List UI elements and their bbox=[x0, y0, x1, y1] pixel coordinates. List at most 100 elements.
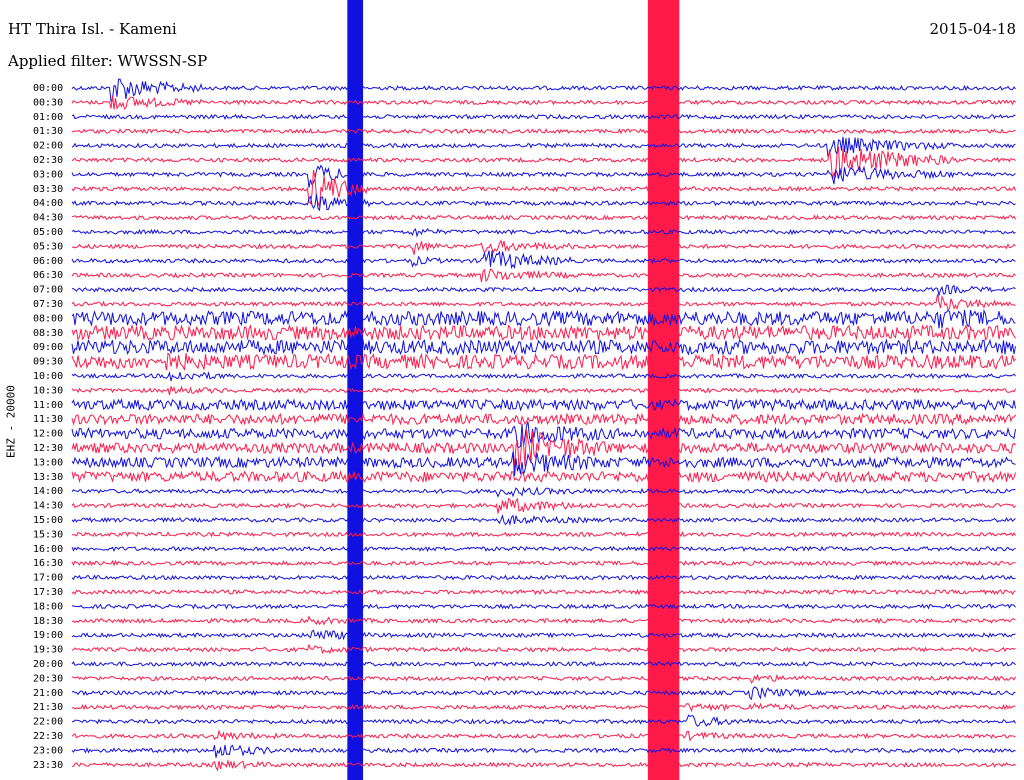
time-tick-label: 05:30 bbox=[33, 241, 63, 252]
trace-row bbox=[71, 136, 1016, 158]
time-tick-label: 09:30 bbox=[33, 357, 63, 368]
filter-label: Applied filter: WWSSN-SP bbox=[8, 52, 208, 70]
time-tick-label: 02:30 bbox=[33, 155, 63, 166]
trace-row bbox=[71, 113, 1016, 120]
trace-row bbox=[71, 545, 1016, 553]
time-tick-label: 10:00 bbox=[33, 371, 63, 382]
trace-row bbox=[71, 744, 1016, 758]
trace-row bbox=[71, 214, 1016, 221]
time-tick-label: 03:00 bbox=[33, 169, 63, 180]
time-tick-label: 12:00 bbox=[33, 429, 63, 440]
trace-row bbox=[71, 385, 1016, 396]
time-tick-label: 17:30 bbox=[33, 587, 63, 598]
trace-row bbox=[71, 308, 1016, 329]
time-tick-label: 23:00 bbox=[33, 745, 63, 756]
time-tick-label: 19:30 bbox=[33, 645, 63, 656]
time-tick-label: 13:00 bbox=[33, 457, 63, 468]
time-tick-label: 04:00 bbox=[33, 198, 63, 209]
trace-row bbox=[71, 227, 1016, 238]
trace-row bbox=[71, 397, 1016, 412]
trace-row bbox=[71, 239, 1016, 255]
trace-row bbox=[71, 169, 1016, 207]
trace-row bbox=[71, 603, 1016, 610]
trace-row bbox=[71, 352, 1016, 371]
trace-row bbox=[71, 128, 1016, 135]
time-tick-label: 14:00 bbox=[33, 486, 63, 497]
trace-row bbox=[71, 164, 1016, 188]
time-tick-label: 23:30 bbox=[33, 760, 63, 771]
time-tick-label: 12:30 bbox=[33, 443, 63, 454]
time-tick-label: 00:00 bbox=[33, 83, 63, 94]
trace-row bbox=[71, 486, 1016, 498]
trace-row bbox=[71, 559, 1016, 567]
time-tick-label: 11:00 bbox=[33, 400, 63, 411]
trace-row bbox=[71, 78, 1016, 103]
trace-row bbox=[72, 702, 1016, 713]
time-tick-label: 22:30 bbox=[33, 731, 63, 742]
trace-row bbox=[71, 673, 1016, 684]
time-tick-label: 18:30 bbox=[33, 616, 63, 627]
time-tick-label: 18:00 bbox=[33, 601, 63, 612]
trace-row bbox=[71, 324, 1016, 342]
time-tick-label: 20:00 bbox=[33, 659, 63, 670]
time-tick-label: 06:30 bbox=[33, 270, 63, 281]
time-tick-label: 07:00 bbox=[33, 285, 63, 296]
time-tick-label: 09:00 bbox=[33, 342, 63, 353]
time-tick-label: 05:00 bbox=[33, 227, 63, 238]
time-tick-label: 04:30 bbox=[33, 213, 63, 224]
trace-row bbox=[71, 629, 1016, 641]
trace-row bbox=[71, 729, 1016, 742]
trace-row bbox=[71, 294, 1016, 311]
trace-row bbox=[71, 421, 1016, 448]
trace-row bbox=[71, 615, 1016, 626]
trace-row bbox=[71, 95, 1016, 110]
time-tick-label: 15:00 bbox=[33, 515, 63, 526]
record-date: 2015-04-18 bbox=[929, 20, 1016, 38]
trace-row bbox=[71, 531, 1016, 538]
time-tick-label: 08:00 bbox=[33, 313, 63, 324]
time-tick-label: 14:30 bbox=[33, 501, 63, 512]
time-tick-label: 11:30 bbox=[33, 414, 63, 425]
trace-row bbox=[71, 714, 1016, 728]
trace-row bbox=[71, 338, 1016, 357]
trace-row bbox=[71, 268, 1016, 283]
trace-row bbox=[71, 497, 1016, 514]
trace-row bbox=[71, 470, 1016, 484]
time-tick-label: 13:30 bbox=[33, 472, 63, 483]
trace-row bbox=[71, 370, 1016, 382]
station-title: HT Thira Isl. - Kameni bbox=[8, 20, 177, 38]
time-tick-label: 00:30 bbox=[33, 97, 63, 108]
time-tick-label: 15:30 bbox=[33, 529, 63, 540]
trace-row bbox=[71, 451, 1016, 476]
time-tick-label: 16:30 bbox=[33, 558, 63, 569]
time-tick-label: 21:00 bbox=[33, 688, 63, 699]
time-tick-label: 01:00 bbox=[33, 112, 63, 123]
time-tick-label: 22:00 bbox=[33, 717, 63, 728]
trace-row bbox=[71, 193, 1016, 212]
trace-row bbox=[71, 574, 1016, 581]
trace-row bbox=[71, 250, 1016, 270]
time-tick-label: 08:30 bbox=[33, 328, 63, 339]
time-tick-label: 07:30 bbox=[33, 299, 63, 310]
time-tick-label: 06:00 bbox=[33, 256, 63, 267]
time-tick-label: 02:00 bbox=[33, 141, 63, 152]
trace-row bbox=[71, 643, 1016, 655]
trace-row bbox=[71, 660, 1016, 668]
trace-row bbox=[71, 686, 1016, 701]
time-tick-label: 21:30 bbox=[33, 702, 63, 713]
time-tick-label: 19:00 bbox=[33, 630, 63, 641]
trace-row bbox=[71, 514, 1016, 527]
time-tick-label: 03:30 bbox=[33, 184, 63, 195]
trace-row bbox=[72, 284, 1016, 298]
time-tick-label: 16:00 bbox=[33, 544, 63, 555]
time-tick-label: 20:30 bbox=[33, 673, 63, 684]
trace-row bbox=[71, 412, 1016, 426]
trace-row bbox=[71, 429, 1016, 470]
trace-row bbox=[71, 758, 1016, 772]
time-tick-label: 01:30 bbox=[33, 126, 63, 137]
time-tick-label: 10:30 bbox=[33, 385, 63, 396]
time-tick-label: 17:00 bbox=[33, 573, 63, 584]
trace-row bbox=[71, 588, 1016, 596]
trace-row bbox=[71, 146, 1016, 180]
